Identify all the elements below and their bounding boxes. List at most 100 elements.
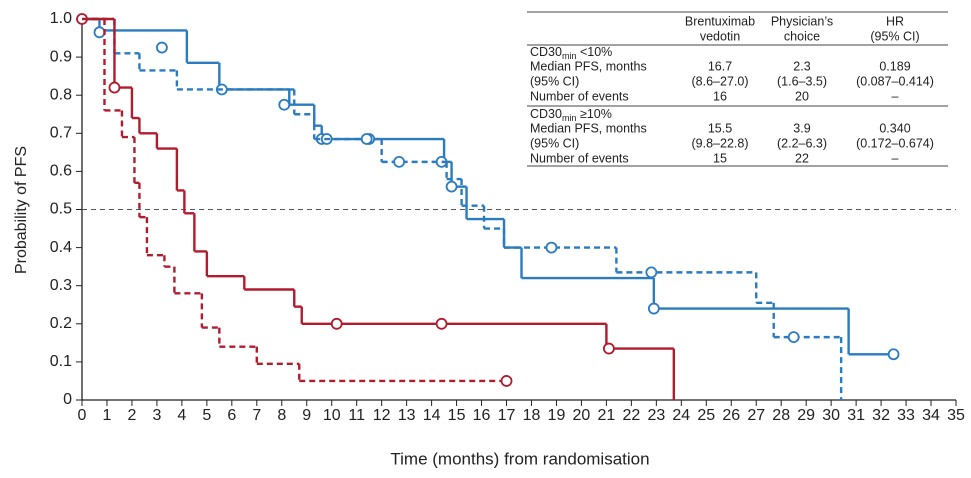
x-tick-label: 28 <box>772 407 790 424</box>
x-tick-label: 33 <box>897 407 915 424</box>
x-tick-label: 17 <box>498 407 516 424</box>
x-tick-label: 15 <box>448 407 466 424</box>
table-cell: 20 <box>795 89 809 103</box>
x-tick-label: 7 <box>252 407 261 424</box>
table-cell: 22 <box>795 151 809 165</box>
x-tick-label: 18 <box>523 407 541 424</box>
y-tick-label: 1.0 <box>50 10 72 27</box>
x-tick-label: 31 <box>847 407 865 424</box>
row-label: (95% CI) <box>530 136 579 150</box>
x-tick-label: 9 <box>302 407 311 424</box>
censor-mark <box>500 375 513 387</box>
table-cell: 16.7 <box>708 59 732 73</box>
x-tick-label: 13 <box>398 407 416 424</box>
x-tick-label: 27 <box>747 407 765 424</box>
x-tick-label: 5 <box>202 407 211 424</box>
y-tick-label: 0.7 <box>50 125 72 142</box>
x-tick-label: 23 <box>647 407 665 424</box>
table-cell: 15.5 <box>708 121 732 135</box>
x-tick-label: 29 <box>797 407 815 424</box>
x-axis-label: Time (months) from randomisation <box>390 449 649 468</box>
table-cell: 15 <box>713 151 727 165</box>
table-cell: 0.340 <box>879 121 910 135</box>
table-header: vedotin <box>700 29 740 43</box>
y-tick-label: 0.1 <box>50 353 72 370</box>
x-tick-label: 32 <box>872 407 890 424</box>
x-tick-label: 8 <box>277 407 286 424</box>
row-label: Median PFS, months <box>530 59 647 73</box>
table-cell: 0.189 <box>879 59 910 73</box>
table-header: choice <box>784 29 820 43</box>
row-label: Number of events <box>530 151 629 165</box>
censor-mark <box>602 342 615 355</box>
x-tick-label: 25 <box>697 407 715 424</box>
y-tick-label: 0.5 <box>50 201 72 218</box>
table-cell: – <box>892 151 899 165</box>
censor-mark <box>278 98 291 111</box>
table-cell: (9.8–22.8) <box>692 136 749 150</box>
censor-mark <box>787 331 800 344</box>
table-cell: (1.6–3.5) <box>777 74 827 88</box>
x-tick-label: 30 <box>822 407 840 424</box>
x-tick-label: 11 <box>348 407 365 424</box>
table-header: (95% CI) <box>870 29 919 43</box>
censor-mark <box>445 180 458 193</box>
x-tick-label: 34 <box>922 407 940 424</box>
x-tick-label: 16 <box>473 407 491 424</box>
y-tick-label: 0.4 <box>50 239 72 256</box>
group-label-sub: min <box>562 113 577 123</box>
x-tick-label: 3 <box>152 407 161 424</box>
censor-mark <box>393 155 406 168</box>
censor-mark <box>435 317 448 330</box>
group-label: CD30min <10% <box>530 45 612 61</box>
x-tick-label: 6 <box>227 407 236 424</box>
censor-mark <box>93 26 106 39</box>
x-tick-label: 20 <box>573 407 591 424</box>
row-label: Median PFS, months <box>530 121 647 135</box>
table-header: Physician’s <box>771 14 833 28</box>
x-tick-label: 22 <box>622 407 640 424</box>
censor-mark <box>545 241 558 254</box>
censor-mark <box>156 41 168 54</box>
group-label-sub: min <box>562 51 577 61</box>
table-cell: 16 <box>713 89 727 103</box>
row-label: (95% CI) <box>530 74 579 88</box>
group-label-rest: ≥10% <box>576 107 611 121</box>
x-tick-label: 26 <box>722 407 740 424</box>
group-label-rest: <10% <box>576 45 612 59</box>
table-header: HR <box>886 14 904 28</box>
censor-mark <box>645 266 658 279</box>
table-cell: (8.6–27.0) <box>692 74 749 88</box>
censor-mark <box>647 302 660 315</box>
x-tick-label: 35 <box>947 407 965 424</box>
table-cell: 3.9 <box>793 121 810 135</box>
x-tick-label: 24 <box>672 407 690 424</box>
x-tick-label: 4 <box>177 407 186 424</box>
x-tick-label: 14 <box>423 407 441 424</box>
y-tick-label: 0.6 <box>50 163 72 180</box>
table-cell: (0.087–0.414) <box>856 74 934 88</box>
group-label-main: CD30 <box>530 45 562 59</box>
y-tick-label: 0.3 <box>50 277 72 294</box>
group-label-main: CD30 <box>530 107 562 121</box>
x-tick-label: 10 <box>323 407 341 424</box>
table-cell: (0.172–0.674) <box>856 136 934 150</box>
y-tick-label: 0 <box>63 391 72 408</box>
censor-mark <box>887 348 900 361</box>
censor-mark <box>330 317 343 330</box>
x-tick-label: 2 <box>127 407 136 424</box>
x-tick-label: 1 <box>103 407 112 424</box>
table-header: Brentuximab <box>685 14 755 28</box>
y-tick-label: 0.8 <box>50 86 72 103</box>
group-label: CD30min ≥10% <box>530 107 612 123</box>
y-tick-label: 0.2 <box>50 315 72 332</box>
censor-mark <box>360 133 373 145</box>
x-tick-label: 0 <box>78 407 87 424</box>
x-tick-label: 12 <box>373 407 391 424</box>
y-tick-label: 0.9 <box>50 48 72 65</box>
x-tick-label: 19 <box>548 407 566 424</box>
table-cell: – <box>892 89 899 103</box>
table-cell: 2.3 <box>793 59 810 73</box>
y-axis-label: Probability of PFS <box>13 146 30 274</box>
x-tick-label: 21 <box>598 407 616 424</box>
